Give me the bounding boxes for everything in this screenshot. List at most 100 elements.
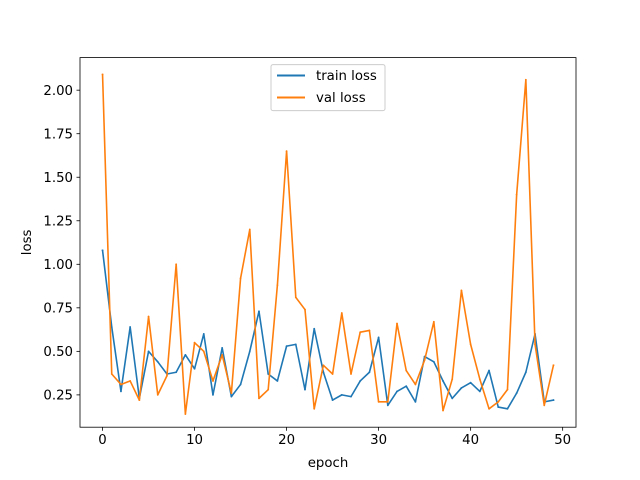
data-point-train-loss-27 bbox=[350, 395, 352, 398]
data-point-train-loss-1 bbox=[110, 326, 113, 328]
data-point-val-loss-39 bbox=[460, 289, 463, 292]
data-point-train-loss-13 bbox=[221, 346, 224, 349]
x-tick-label: 10 bbox=[186, 433, 203, 448]
data-point-train-loss-45 bbox=[515, 392, 518, 395]
data-point-train-loss-39 bbox=[460, 387, 463, 389]
data-point-val-loss-3 bbox=[129, 380, 132, 382]
data-point-val-loss-35 bbox=[423, 359, 426, 361]
data-point-val-loss-0 bbox=[101, 73, 104, 76]
data-point-val-loss-11 bbox=[202, 350, 205, 353]
data-point-train-loss-22 bbox=[304, 388, 306, 391]
data-point-val-loss-8 bbox=[175, 263, 178, 266]
data-point-train-loss-9 bbox=[184, 353, 187, 356]
data-point-train-loss-43 bbox=[497, 406, 500, 408]
series-line-train-loss bbox=[101, 249, 555, 410]
data-point-train-loss-25 bbox=[331, 399, 334, 402]
y-tick-label: 2.00 bbox=[43, 84, 73, 99]
x-axis-label: epoch bbox=[308, 456, 349, 471]
data-point-val-loss-44 bbox=[506, 388, 509, 391]
series-layer bbox=[101, 73, 555, 415]
data-point-val-loss-48 bbox=[543, 404, 546, 407]
data-point-val-loss-27 bbox=[350, 373, 352, 375]
data-point-val-loss-24 bbox=[322, 364, 325, 367]
data-point-train-loss-6 bbox=[156, 360, 159, 363]
data-point-val-loss-43 bbox=[497, 400, 500, 403]
data-point-val-loss-15 bbox=[239, 277, 242, 280]
data-point-val-loss-18 bbox=[267, 388, 270, 391]
x-tick-label: 0 bbox=[98, 433, 106, 448]
data-point-val-loss-41 bbox=[478, 378, 481, 381]
data-point-train-loss-46 bbox=[524, 371, 527, 374]
data-point-val-loss-6 bbox=[156, 393, 159, 396]
data-point-train-loss-37 bbox=[442, 380, 444, 382]
legend-label-val-loss: val loss bbox=[316, 91, 366, 106]
data-point-val-loss-33 bbox=[405, 369, 408, 372]
series-line-val-loss bbox=[101, 73, 555, 415]
data-point-val-loss-36 bbox=[432, 320, 435, 323]
x-tick-label: 30 bbox=[370, 433, 387, 448]
data-point-train-loss-11 bbox=[202, 333, 205, 335]
data-point-train-loss-31 bbox=[386, 404, 389, 407]
data-point-train-loss-23 bbox=[313, 327, 316, 330]
x-tick-label: 20 bbox=[278, 433, 295, 448]
y-tick-label: 1.25 bbox=[43, 214, 73, 229]
data-point-train-loss-28 bbox=[359, 380, 362, 382]
data-point-val-loss-40 bbox=[469, 343, 472, 346]
data-point-train-loss-14 bbox=[230, 395, 233, 398]
data-point-val-loss-22 bbox=[304, 308, 306, 311]
x-tick-label: 40 bbox=[462, 433, 479, 448]
plot-frame bbox=[79, 57, 577, 428]
data-point-train-loss-15 bbox=[239, 383, 242, 386]
data-point-val-loss-7 bbox=[166, 374, 168, 377]
data-point-train-loss-33 bbox=[405, 385, 408, 388]
data-point-val-loss-34 bbox=[414, 383, 417, 386]
data-point-train-loss-40 bbox=[469, 381, 472, 384]
data-point-val-loss-30 bbox=[377, 400, 380, 403]
data-point-train-loss-30 bbox=[377, 336, 380, 339]
data-point-val-loss-23 bbox=[313, 407, 316, 410]
data-point-val-loss-31 bbox=[386, 400, 389, 403]
data-point-train-loss-17 bbox=[258, 310, 260, 313]
data-point-val-loss-42 bbox=[488, 407, 490, 410]
data-point-train-loss-0 bbox=[101, 249, 104, 252]
data-point-val-loss-19 bbox=[276, 284, 279, 287]
data-point-train-loss-26 bbox=[340, 393, 343, 396]
y-tick-label: 1.50 bbox=[43, 171, 73, 186]
data-point-val-loss-20 bbox=[285, 150, 288, 153]
series-points-val-loss bbox=[101, 73, 555, 415]
data-point-val-loss-26 bbox=[340, 312, 343, 314]
data-point-train-loss-5 bbox=[147, 350, 150, 353]
data-point-train-loss-32 bbox=[396, 390, 398, 393]
data-point-train-loss-41 bbox=[478, 390, 481, 393]
data-point-train-loss-21 bbox=[294, 343, 297, 346]
data-point-train-loss-18 bbox=[267, 373, 270, 375]
data-point-train-loss-12 bbox=[212, 393, 214, 396]
y-axis-ticks: 0.25 0.50 0.75 1.00 1.25 1.50 1.75 2.00 bbox=[43, 84, 80, 403]
data-point-train-loss-2 bbox=[120, 390, 122, 393]
data-point-val-loss-1 bbox=[110, 373, 113, 375]
data-point-train-loss-44 bbox=[506, 407, 509, 410]
data-point-val-loss-5 bbox=[147, 315, 150, 318]
data-point-val-loss-49 bbox=[552, 364, 555, 367]
data-point-train-loss-36 bbox=[432, 360, 435, 363]
data-point-val-loss-25 bbox=[331, 373, 334, 375]
data-point-train-loss-20 bbox=[285, 345, 288, 348]
data-point-val-loss-12 bbox=[212, 380, 214, 382]
data-point-train-loss-49 bbox=[552, 399, 555, 402]
data-point-train-loss-16 bbox=[248, 350, 251, 353]
data-point-val-loss-38 bbox=[451, 378, 454, 381]
y-tick-label: 0.50 bbox=[43, 345, 73, 360]
y-tick-label: 1.75 bbox=[43, 127, 73, 142]
data-point-train-loss-8 bbox=[175, 371, 178, 374]
data-point-val-loss-32 bbox=[396, 322, 398, 325]
data-point-train-loss-3 bbox=[129, 326, 132, 328]
data-point-val-loss-29 bbox=[368, 329, 371, 332]
y-axis-label: loss bbox=[20, 229, 35, 255]
data-point-train-loss-10 bbox=[193, 367, 196, 370]
data-point-val-loss-21 bbox=[294, 296, 297, 299]
data-point-val-loss-37 bbox=[442, 409, 444, 412]
data-point-val-loss-17 bbox=[258, 397, 260, 400]
data-point-val-loss-14 bbox=[230, 392, 233, 395]
y-tick-label: 0.75 bbox=[43, 301, 73, 316]
